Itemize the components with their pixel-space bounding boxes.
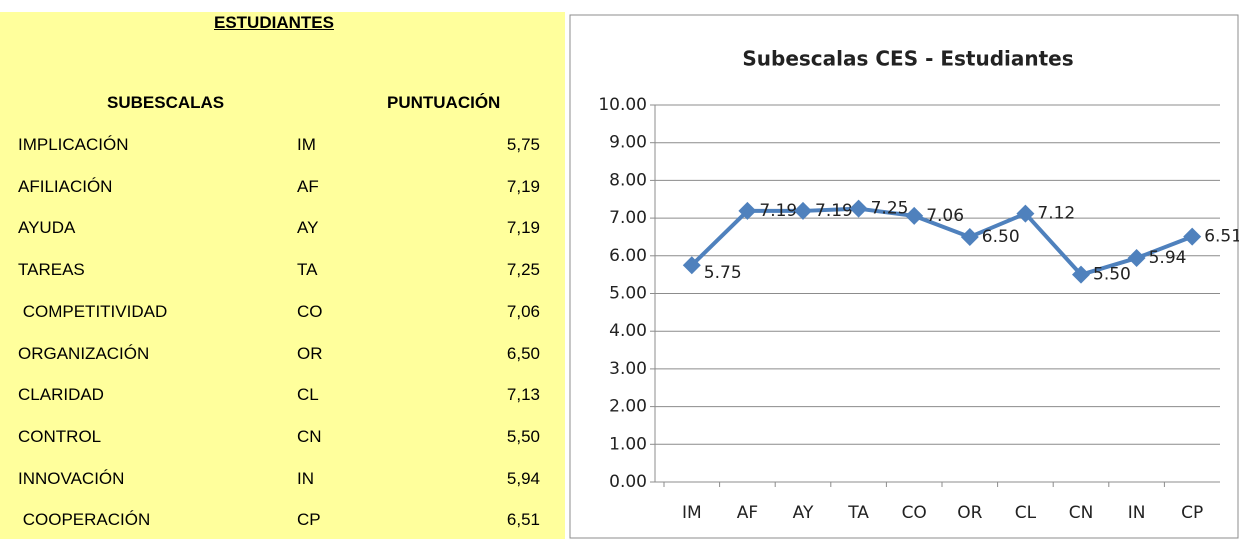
row-score: 6,50 (506, 343, 540, 363)
x-tick-label: IM (682, 503, 702, 523)
x-tick-label: CN (1069, 503, 1094, 523)
y-tick-label: 5.00 (609, 284, 647, 304)
row-code: IN (297, 468, 314, 488)
x-tick-label: CL (1015, 503, 1037, 523)
row-code: CP (297, 510, 321, 530)
marker (1127, 249, 1146, 268)
row-code: IM (297, 135, 316, 154)
data-label: 6.50 (982, 227, 1020, 247)
x-tick-label: CP (1181, 503, 1203, 523)
row-name: ORGANIZACIÓN (18, 343, 150, 363)
row-code: TA (297, 260, 318, 280)
y-tick-label: 3.00 (609, 359, 647, 379)
y-tick-label: 0.00 (609, 472, 647, 492)
row-score: 7,19 (506, 218, 540, 238)
table-title: ESTUDIANTES (214, 13, 334, 32)
data-label: 7.19 (815, 201, 853, 221)
row-score: 5,75 (506, 135, 540, 154)
marker (682, 256, 701, 275)
marker (1016, 204, 1035, 223)
row-name: COMPETITIVIDAD (18, 301, 168, 321)
row-name: COOPERACIÓN (18, 510, 151, 530)
line-series (690, 206, 1193, 277)
marker (849, 199, 868, 218)
row-name: CONTROL (18, 426, 102, 446)
data-label: 5.50 (1093, 265, 1131, 285)
row-score: 7,13 (506, 385, 540, 405)
row-name: INNOVACIÓN (18, 468, 125, 488)
row-name: AYUDA (18, 218, 76, 238)
data-label: 5.94 (1149, 248, 1187, 268)
y-tick-label: 8.00 (609, 170, 647, 190)
x-tick-label: AF (737, 503, 758, 523)
row-name: TAREAS (18, 260, 85, 280)
y-tick-label: 9.00 (609, 133, 647, 153)
x-tick-label: CO (902, 503, 927, 523)
chart-frame (569, 14, 1239, 539)
chart-title: Subescalas CES - Estudiantes (742, 47, 1073, 71)
score-table: ESTUDIANTES SUBESCALAS PUNTUACIÓN IMPLIC… (0, 12, 565, 539)
row-code: OR (297, 343, 323, 363)
row-name: AFILIACIÓN (18, 176, 113, 196)
x-tick-label: TA (847, 503, 869, 523)
data-label: 7.12 (1037, 204, 1075, 224)
row-code: CL (297, 385, 319, 405)
y-tick-label: 6.00 (609, 246, 647, 266)
y-tick-label: 2.00 (609, 397, 647, 417)
row-score: 6,51 (506, 510, 540, 530)
marker (960, 227, 979, 246)
row-score: 7,19 (506, 176, 540, 196)
y-tick-label: 1.00 (609, 434, 647, 454)
data-label: 7.06 (926, 206, 964, 226)
row-code: CO (297, 301, 323, 321)
row-code: AF (297, 176, 319, 196)
marker (1183, 227, 1202, 246)
data-label: 7.25 (871, 199, 909, 219)
y-tick-label: 7.00 (609, 208, 647, 228)
marker (794, 201, 812, 220)
data-label: 7.19 (759, 201, 797, 221)
marker (1072, 265, 1090, 284)
y-tick-label: 10.00 (598, 95, 647, 115)
marker (905, 206, 924, 225)
row-name: CLARIDAD (18, 385, 104, 405)
row-score: 5,94 (506, 468, 540, 488)
marker (738, 201, 757, 220)
x-tick-label: IN (1128, 503, 1146, 523)
row-code: AY (297, 218, 319, 238)
header-name: SUBESCALAS (107, 93, 225, 112)
data-label: 6.51 (1204, 227, 1239, 247)
x-tick-label: AY (793, 503, 814, 523)
row-score: 7,06 (506, 301, 540, 321)
row-score: 5,50 (506, 426, 540, 446)
y-tick-label: 4.00 (609, 321, 647, 341)
row-score: 7,25 (506, 260, 540, 280)
header-score: PUNTUACIÓN (387, 93, 501, 112)
data-label: 5.75 (704, 263, 742, 283)
x-tick-label: OR (957, 503, 982, 523)
row-code: CN (297, 426, 322, 446)
row-name: IMPLICACIÓN (18, 135, 129, 154)
